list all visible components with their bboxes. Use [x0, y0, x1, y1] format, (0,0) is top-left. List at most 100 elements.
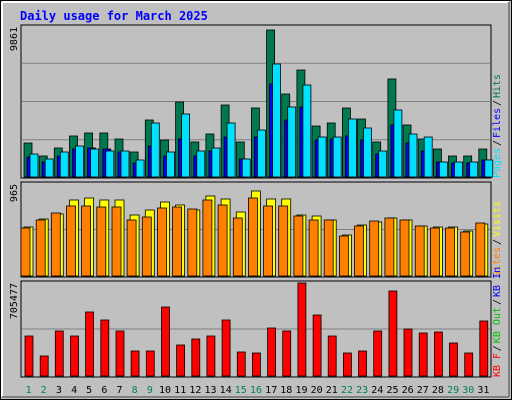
y-max-label: 9861 — [9, 27, 20, 51]
bar-sites-day-14 — [217, 204, 228, 277]
bar-sites-day-16 — [247, 197, 258, 277]
bar-pages-day-19 — [302, 84, 312, 178]
legend-separator: / — [492, 239, 503, 245]
bar-kb-f-day-9 — [145, 350, 155, 377]
bar-kb-f-day-14 — [221, 319, 231, 377]
bar-kb-f-day-8 — [130, 350, 140, 377]
legend-entry-sites: Sites — [492, 247, 503, 277]
bar-kb-f-day-16 — [251, 352, 261, 377]
legend-entry-visits: Visits — [492, 201, 503, 237]
bar-pages-day-27 — [423, 136, 433, 178]
bar-sites-day-8 — [126, 219, 137, 277]
legend-separator: / — [492, 345, 503, 351]
bar-sites-day-2 — [35, 219, 46, 277]
bar-pages-day-8 — [135, 159, 145, 178]
bar-kb-f-day-11 — [176, 344, 186, 377]
bar-kb-f-day-25 — [388, 290, 398, 377]
bar-pages-day-14 — [226, 122, 236, 178]
bar-pages-day-22 — [347, 118, 357, 178]
bar-sites-day-24 — [369, 220, 380, 277]
x-tick-label-day-31: 31 — [477, 385, 489, 396]
bar-kb-f-day-24 — [373, 330, 383, 377]
bar-sites-day-15 — [232, 217, 243, 277]
x-tick-label-day-8: 8 — [132, 385, 138, 396]
bar-pages-day-4 — [75, 145, 84, 178]
x-tick-label-day-25: 25 — [386, 385, 398, 396]
y-max-label: 965 — [9, 184, 20, 202]
bar-pages-day-9 — [150, 122, 160, 178]
bar-kb-f-day-10 — [161, 306, 170, 377]
x-tick-label-day-22: 22 — [341, 385, 353, 396]
bar-kb-f-day-3 — [54, 330, 64, 377]
bar-kb-f-day-26 — [403, 328, 413, 377]
bar-sites-day-10 — [157, 207, 167, 277]
bar-kb-f-day-6 — [100, 319, 110, 377]
bar-kb-f-day-12 — [191, 338, 201, 377]
bar-sites-day-1 — [20, 227, 31, 277]
bar-pages-day-10 — [166, 151, 175, 178]
legend-separator: / — [492, 299, 503, 305]
legend-hits-files-pages: Pages / Files / Hits — [492, 74, 503, 178]
x-tick-label-day-12: 12 — [189, 385, 201, 396]
bar-pages-day-5 — [90, 148, 99, 178]
legend-entry-pages: Pages — [492, 148, 503, 178]
x-tick-label-day-9: 9 — [147, 385, 153, 396]
x-tick-label-day-16: 16 — [250, 385, 262, 396]
bar-sites-day-9 — [141, 216, 152, 277]
x-tick-label-day-2: 2 — [41, 385, 47, 396]
x-tick-label-day-21: 21 — [326, 385, 338, 396]
bar-pages-day-3 — [59, 151, 69, 178]
bar-kb-f-day-19 — [297, 282, 307, 377]
bar-sites-day-5 — [81, 205, 91, 277]
x-tick-label-day-20: 20 — [311, 385, 323, 396]
bar-sites-day-4 — [66, 205, 76, 277]
bar-kb-f-day-15 — [236, 351, 246, 377]
legend-visits-sites: Sites / Visits — [492, 201, 503, 277]
bar-pages-day-18 — [287, 106, 297, 178]
x-tick-label-day-7: 7 — [116, 385, 122, 396]
bar-sites-day-30 — [460, 231, 471, 277]
x-tick-label-day-14: 14 — [220, 385, 232, 396]
x-tick-label-day-17: 17 — [265, 385, 277, 396]
bar-kb-f-day-23 — [358, 350, 367, 377]
bar-pages-day-25 — [393, 109, 403, 178]
bar-pages-day-24 — [378, 150, 388, 178]
x-tick-label-day-28: 28 — [432, 385, 444, 396]
bar-pages-day-20 — [317, 136, 327, 178]
panel-visits-sites: 965 Sites / Visits — [9, 181, 503, 278]
x-tick-label-day-18: 18 — [280, 385, 292, 396]
panels-layer: 9861 Pages / Files / Hits 965 Sites / Visits 70547… — [9, 24, 503, 378]
bar-pages-day-7 — [120, 150, 130, 178]
bar-sites-day-28 — [429, 227, 440, 277]
bar-kb-f-day-4 — [70, 335, 79, 377]
x-tick-label-day-11: 11 — [174, 385, 186, 396]
panel-kbytes: 705477 KB F / KB Out / KB In — [9, 267, 503, 378]
x-tick-label-day-29: 29 — [447, 385, 459, 396]
legend-kbytes: KB F / KB Out / KB In — [492, 267, 503, 377]
x-tick-label-day-5: 5 — [86, 385, 92, 396]
bar-kb-f-day-29 — [449, 342, 458, 377]
bar-pages-day-12 — [196, 150, 206, 178]
x-tick-label-day-6: 6 — [101, 385, 107, 396]
bar-pages-day-29 — [454, 161, 463, 178]
bar-pages-day-16 — [256, 129, 266, 178]
bar-sites-day-13 — [202, 199, 213, 277]
x-tick-label-day-23: 23 — [356, 385, 368, 396]
bar-pages-day-21 — [332, 136, 342, 178]
x-tick-label-day-26: 26 — [402, 385, 414, 396]
bar-sites-day-7 — [111, 206, 122, 277]
bar-kb-f-day-20 — [312, 314, 322, 377]
bar-kb-f-day-18 — [282, 330, 292, 377]
x-tick-label-day-19: 19 — [295, 385, 307, 396]
x-tick-label-day-10: 10 — [159, 385, 171, 396]
bar-pages-day-13 — [211, 147, 221, 178]
chart-title: Daily usage for March 2025 — [20, 9, 208, 23]
bar-pages-day-11 — [181, 113, 191, 178]
bar-pages-day-15 — [241, 158, 251, 178]
bar-sites-day-27 — [414, 225, 425, 277]
bar-kb-f-day-31 — [479, 320, 489, 377]
bar-sites-day-21 — [323, 219, 334, 277]
y-max-label: 705477 — [9, 283, 20, 319]
bar-kb-f-day-7 — [115, 330, 125, 377]
legend-entry-hits: Hits — [492, 74, 503, 98]
